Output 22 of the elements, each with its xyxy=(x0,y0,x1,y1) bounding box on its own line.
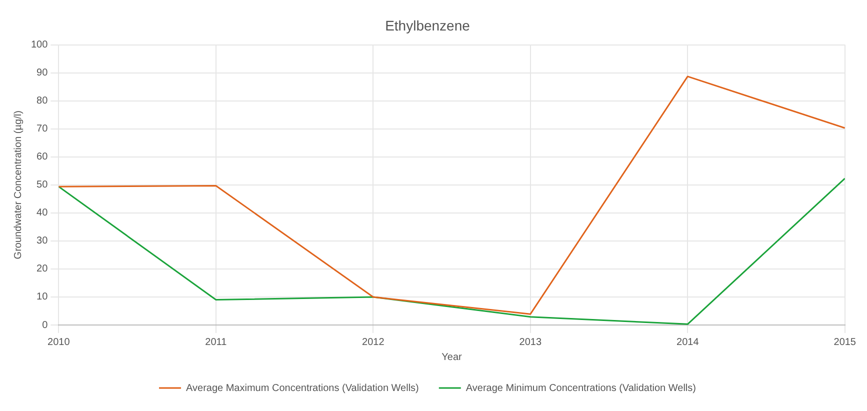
y-axis-title: Groundwater Concentration (µg/l) xyxy=(12,110,24,260)
x-tick-label: 2015 xyxy=(834,336,856,348)
y-tick-label: 40 xyxy=(36,208,48,219)
y-tick-label: 80 xyxy=(36,96,48,107)
legend-label: Average Maximum Concentrations (Validation Wells) xyxy=(186,382,419,394)
x-tick-label: 2012 xyxy=(362,336,385,348)
x-axis-title: Year xyxy=(442,352,463,363)
y-tick-label: 100 xyxy=(30,40,48,51)
y-tick-label: 20 xyxy=(36,264,48,275)
x-tick-label: 2010 xyxy=(48,336,70,348)
x-tick-label: 2014 xyxy=(676,336,700,348)
y-tick-label: 0 xyxy=(42,320,48,331)
y-tick-label: 10 xyxy=(36,292,48,303)
legend-label: Average Minimum Concentrations (Validation Wells) xyxy=(466,382,696,394)
x-tick-label: 2011 xyxy=(205,336,228,348)
x-tick-label: 2013 xyxy=(519,336,542,348)
y-tick-label: 90 xyxy=(36,68,48,79)
y-tick-label: 50 xyxy=(36,180,48,191)
y-tick-label: 60 xyxy=(36,152,48,163)
y-tick-label: 30 xyxy=(36,236,48,247)
chart-title: Ethylbenzene xyxy=(385,17,470,34)
y-tick-label: 70 xyxy=(36,124,48,135)
